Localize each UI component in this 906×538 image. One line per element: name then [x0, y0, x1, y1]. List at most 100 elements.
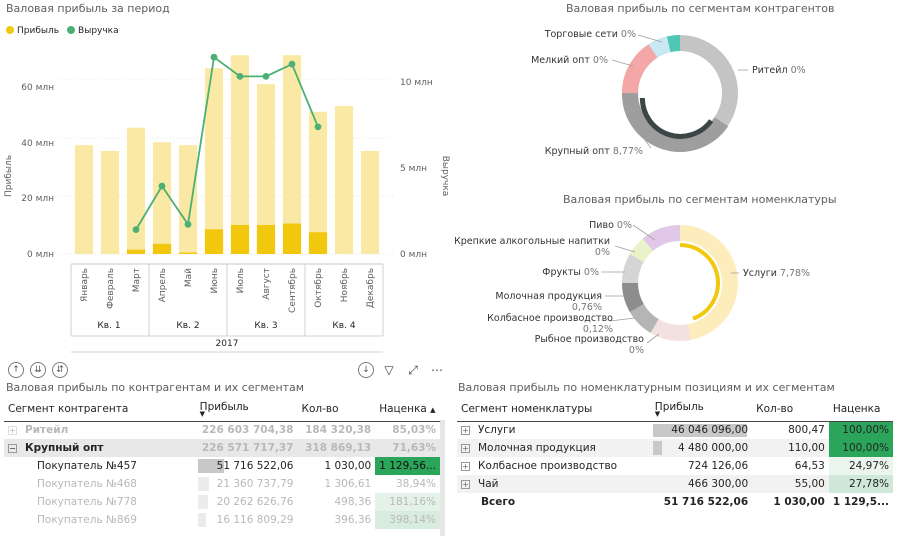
total-qty: 1 030,00 — [773, 496, 825, 508]
profit-databar — [652, 441, 662, 455]
profit-highlight-bar-6[interactable] — [230, 224, 250, 254]
donut1-slice-small-wholesale[interactable] — [622, 44, 658, 94]
donut2-slice-fish[interactable] — [650, 318, 692, 341]
expand-icon[interactable]: + — [461, 443, 470, 453]
donut2-pct-dairy: 0,76% — [572, 302, 602, 313]
table-row[interactable]: + Услуги 46 046 096,00 800,47 100,00% — [457, 421, 893, 439]
table-row[interactable]: Покупатель №457 51 716 522,06 1 030,00 1… — [4, 457, 440, 475]
profit-highlight-bar-3[interactable] — [152, 243, 172, 254]
row-markup: 24,97% — [828, 457, 893, 475]
donut2-slice-dairy[interactable] — [622, 282, 644, 313]
revenue-point-4[interactable] — [236, 72, 244, 80]
row-profit: 46 046 096,00 — [651, 421, 752, 439]
row-name: Услуги — [478, 424, 516, 437]
legend-item-revenue[interactable]: Выручка — [67, 26, 119, 36]
col-header-markup[interactable]: Наценка ▲ — [375, 397, 440, 422]
expand-icon[interactable]: + — [461, 479, 470, 489]
drill-down-all-icon[interactable]: ⇊ — [30, 362, 46, 378]
col-header-qty[interactable]: Кол-во — [752, 397, 829, 422]
table-row[interactable]: + Молочная продукция 4 480 000,00 110,00 … — [457, 439, 893, 457]
combo-chart[interactable]: Январь Февраль Март Апрель Май Июнь Июль Август… — [0, 40, 450, 358]
donut1-slice-large-wholesale[interactable] — [621, 92, 729, 152]
profit-bar-4[interactable] — [178, 145, 198, 254]
revenue-point-3[interactable] — [210, 53, 218, 61]
table-row[interactable]: + Колбасное производство 724 126,06 64,53… — [457, 457, 893, 475]
table-row[interactable]: Покупатель №468 21 360 737,79 1 306,61 3… — [4, 475, 440, 493]
visual-toolbar-right: ↓ ▽ ⤢ ⋯ — [358, 361, 446, 379]
row-name: Колбасное производство — [478, 460, 618, 472]
donut2-inner-arc — [679, 243, 720, 321]
nomenclature-segments-donut[interactable]: Пиво 0% Крепкие алкогольные напитки 0% Ф… — [455, 208, 905, 358]
revenue-point-6[interactable] — [288, 60, 296, 68]
donut2-label-strong-alcohol: Крепкие алкогольные напитки — [455, 236, 610, 247]
collapse-icon[interactable]: − — [8, 443, 17, 453]
legend-item-profit[interactable]: Прибыль — [6, 26, 59, 36]
donut2-slice-fruits[interactable] — [622, 253, 644, 284]
more-options-icon[interactable]: ⋯ — [431, 363, 443, 377]
profit-bar-11[interactable] — [360, 150, 380, 254]
focus-mode-icon[interactable]: ⤢ — [408, 362, 418, 377]
donut1-slice-retail-chains[interactable] — [648, 36, 671, 58]
profit-bar-10[interactable] — [334, 105, 354, 254]
row-name: Молочная продукция — [478, 442, 596, 454]
nomenclature-matrix: Сегмент номенклатуры Прибыль ▼ Кол-во Нац… — [457, 397, 893, 511]
total-label: Всего — [481, 496, 516, 508]
table-row[interactable]: Покупатель №778 20 262 626,76 498,36 181… — [4, 493, 440, 511]
donut2-label-dairy: Молочная продукция — [495, 291, 602, 302]
profit-highlight-bar-7[interactable] — [256, 224, 276, 254]
profit-bar-0[interactable] — [74, 145, 94, 254]
profit-highlight-bar-9[interactable] — [308, 232, 328, 254]
table1-scrollbar[interactable] — [440, 420, 445, 536]
table-row[interactable]: − Крупный опт 226 571 717,37 318 869,13 7… — [4, 439, 440, 457]
donut1-slice-other[interactable] — [666, 35, 681, 53]
col-header-qty[interactable]: Кол-во — [297, 397, 376, 422]
scroll-up-icon[interactable]: ▲ — [430, 405, 436, 414]
donut1-leader-retail-chains — [637, 34, 663, 43]
month-label-8: Сентябрь — [288, 268, 298, 313]
profit-bar-1[interactable] — [100, 150, 120, 254]
donut2-label-sausage: Колбасное производство — [487, 313, 613, 324]
donut2-slice-beer[interactable] — [642, 225, 681, 252]
profit-bar-9[interactable] — [308, 111, 328, 254]
donut2-leader-sausage — [609, 317, 636, 322]
profit-bar-3[interactable] — [152, 142, 172, 254]
profit-highlight-bar-2[interactable] — [126, 249, 146, 254]
expand-icon[interactable]: + — [461, 461, 470, 471]
donut1-leader-large-wholesale — [644, 139, 652, 149]
row-profit: 20 262 626,76 — [196, 493, 298, 511]
filter-icon[interactable]: ▽ — [384, 363, 394, 377]
table-row[interactable]: Покупатель №869 16 116 809,29 396,36 398… — [4, 511, 440, 529]
col-header-nomenclature-segment[interactable]: Сегмент номенклатуры — [457, 397, 651, 422]
row-qty: 184 320,38 — [305, 424, 372, 437]
donut1-leader-lines — [611, 34, 748, 149]
drill-up-icon[interactable]: ↑ — [8, 362, 24, 378]
table-row[interactable]: + Ритейл 226 603 704,38 184 320,38 85,03% — [4, 421, 440, 439]
donut2-slice-strong-alcohol[interactable] — [629, 238, 654, 263]
donut2-slice-sausage[interactable] — [629, 303, 659, 333]
customer-segments-donut[interactable]: Торговые сети 0% Мелкий опт 0% Ритейл 0%… — [455, 18, 905, 168]
col-header-customer-segment[interactable]: Сегмент контрагента — [4, 397, 196, 422]
revenue-point-5[interactable] — [262, 72, 270, 80]
expand-all-icon[interactable]: ⇵ — [52, 362, 68, 378]
profit-highlight-bar-8[interactable] — [282, 223, 302, 254]
profit-highlight-bar-5[interactable] — [204, 229, 224, 254]
expand-icon[interactable]: + — [461, 425, 470, 435]
revenue-point-7[interactable] — [314, 123, 322, 131]
donut2-title: Валовая прибыль по сегментам номенклатур… — [563, 193, 837, 206]
row-name: Покупатель №869 — [37, 514, 137, 526]
revenue-point-0[interactable] — [132, 226, 140, 234]
profit-bar-8[interactable] — [282, 55, 302, 254]
revenue-point-1[interactable] — [158, 182, 166, 190]
profit-highlight-bar-4[interactable] — [178, 252, 198, 254]
profit-bar-7[interactable] — [256, 84, 276, 254]
profit-bar-5[interactable] — [204, 68, 224, 254]
table-row[interactable]: + Чай 466 300,00 55,00 27,78% — [457, 475, 893, 493]
profit-bar-2[interactable] — [126, 127, 146, 254]
profit-bar-6[interactable] — [230, 55, 250, 254]
col-header-profit[interactable]: Прибыль ▼ — [650, 397, 753, 422]
revenue-point-2[interactable] — [184, 220, 192, 228]
col-header-profit[interactable]: Прибыль ▼ — [195, 397, 298, 422]
expand-icon[interactable]: + — [8, 425, 17, 435]
col-header-markup[interactable]: Наценка — [828, 397, 893, 422]
drill-mode-icon[interactable]: ↓ — [358, 362, 374, 378]
